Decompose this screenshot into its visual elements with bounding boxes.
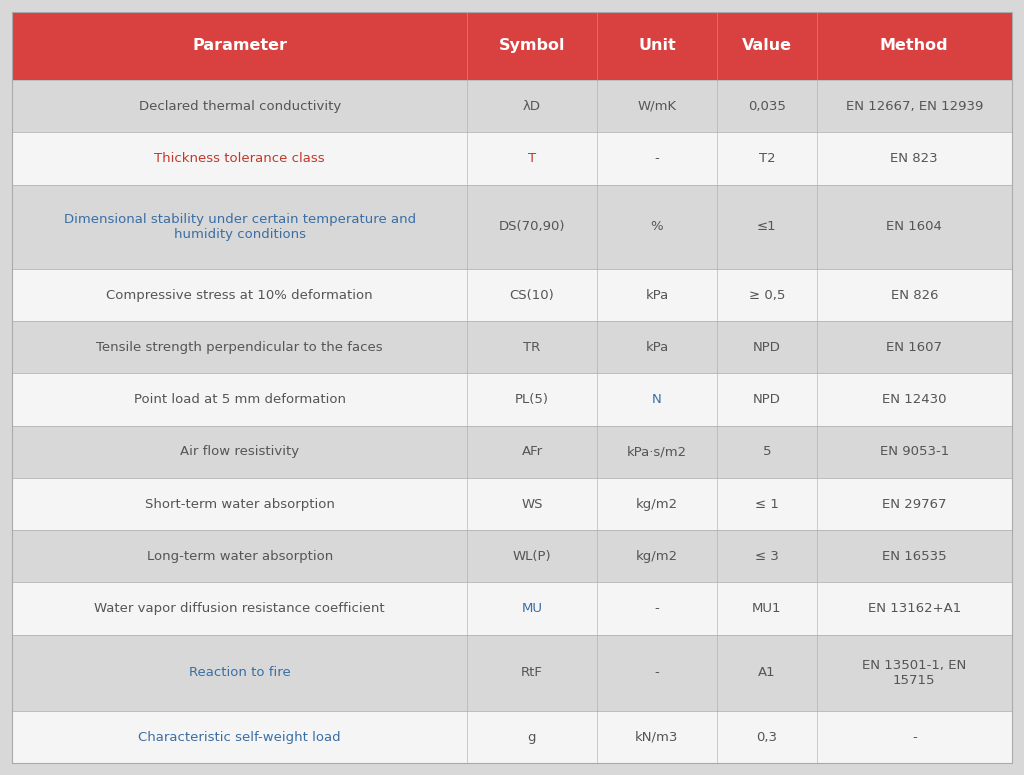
Text: 5: 5: [763, 446, 771, 458]
Bar: [12, 374, 1012, 425]
Text: Method: Method: [880, 39, 948, 53]
Text: WL(P): WL(P): [513, 549, 551, 563]
Text: T: T: [528, 152, 536, 165]
Text: -: -: [654, 666, 659, 680]
Text: ≤ 3: ≤ 3: [755, 549, 779, 563]
Text: -: -: [912, 731, 916, 744]
Text: Point load at 5 mm deformation: Point load at 5 mm deformation: [134, 393, 346, 406]
Text: N: N: [652, 393, 662, 406]
Text: RtF: RtF: [521, 666, 543, 680]
Text: %: %: [650, 220, 664, 233]
Text: Declared thermal conductivity: Declared thermal conductivity: [138, 100, 341, 113]
Text: MU1: MU1: [752, 602, 781, 615]
Text: NPD: NPD: [753, 393, 780, 406]
Bar: [12, 530, 1012, 583]
Bar: [12, 269, 1012, 321]
Text: Short-term water absorption: Short-term water absorption: [144, 498, 335, 511]
Text: 0,035: 0,035: [748, 100, 785, 113]
Text: WS: WS: [521, 498, 543, 511]
Bar: [12, 12, 1012, 81]
Text: Unit: Unit: [638, 39, 676, 53]
Text: Value: Value: [741, 39, 792, 53]
Text: EN 13501-1, EN
15715: EN 13501-1, EN 15715: [862, 659, 967, 687]
Text: EN 1604: EN 1604: [887, 220, 942, 233]
Text: Water vapor diffusion resistance coefficient: Water vapor diffusion resistance coeffic…: [94, 602, 385, 615]
Text: kg/m2: kg/m2: [636, 498, 678, 511]
Text: 0,3: 0,3: [757, 731, 777, 744]
Text: Parameter: Parameter: [193, 39, 287, 53]
Bar: [12, 478, 1012, 530]
Text: W/mK: W/mK: [637, 100, 677, 113]
Bar: [12, 321, 1012, 374]
Text: Long-term water absorption: Long-term water absorption: [146, 549, 333, 563]
Text: PL(5): PL(5): [515, 393, 549, 406]
Bar: [12, 583, 1012, 635]
Text: Dimensional stability under certain temperature and
humidity conditions: Dimensional stability under certain temp…: [63, 213, 416, 241]
Text: A1: A1: [758, 666, 775, 680]
Bar: [12, 711, 1012, 763]
Text: λD: λD: [523, 100, 541, 113]
Bar: [12, 425, 1012, 478]
Text: MU: MU: [521, 602, 543, 615]
Text: T2: T2: [759, 152, 775, 165]
Bar: [12, 81, 1012, 133]
Text: ≤1: ≤1: [757, 220, 776, 233]
Text: NPD: NPD: [753, 341, 780, 354]
Text: TR: TR: [523, 341, 541, 354]
Text: CS(10): CS(10): [510, 288, 554, 301]
Text: kN/m3: kN/m3: [635, 731, 679, 744]
Text: DS(70,90): DS(70,90): [499, 220, 565, 233]
Bar: [12, 133, 1012, 184]
Text: EN 12430: EN 12430: [882, 393, 946, 406]
Text: EN 826: EN 826: [891, 288, 938, 301]
Text: ≤ 1: ≤ 1: [755, 498, 779, 511]
Text: kg/m2: kg/m2: [636, 549, 678, 563]
Text: Symbol: Symbol: [499, 39, 565, 53]
Text: EN 12667, EN 12939: EN 12667, EN 12939: [846, 100, 983, 113]
Text: EN 13162+A1: EN 13162+A1: [867, 602, 961, 615]
Text: -: -: [654, 602, 659, 615]
Text: EN 29767: EN 29767: [882, 498, 946, 511]
Text: kPa·s/m2: kPa·s/m2: [627, 446, 687, 458]
Bar: [12, 635, 1012, 711]
Text: kPa: kPa: [645, 288, 669, 301]
Text: kPa: kPa: [645, 341, 669, 354]
Text: -: -: [654, 152, 659, 165]
Text: g: g: [527, 731, 537, 744]
Text: Characteristic self-weight load: Characteristic self-weight load: [138, 731, 341, 744]
Text: EN 9053-1: EN 9053-1: [880, 446, 949, 458]
Bar: [12, 184, 1012, 269]
Text: EN 1607: EN 1607: [886, 341, 942, 354]
Text: Thickness tolerance class: Thickness tolerance class: [155, 152, 325, 165]
Text: ≥ 0,5: ≥ 0,5: [749, 288, 785, 301]
Text: AFr: AFr: [521, 446, 543, 458]
Text: Reaction to fire: Reaction to fire: [188, 666, 291, 680]
Text: Compressive stress at 10% deformation: Compressive stress at 10% deformation: [106, 288, 373, 301]
Text: Tensile strength perpendicular to the faces: Tensile strength perpendicular to the fa…: [96, 341, 383, 354]
Text: Air flow resistivity: Air flow resistivity: [180, 446, 299, 458]
Text: EN 823: EN 823: [891, 152, 938, 165]
Text: EN 16535: EN 16535: [882, 549, 946, 563]
